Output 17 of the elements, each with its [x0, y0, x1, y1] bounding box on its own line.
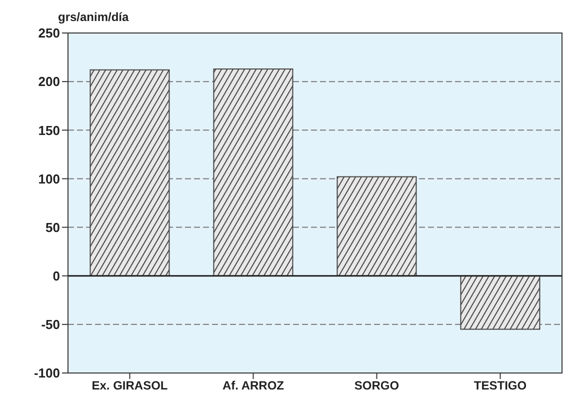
y-tick-label: 200: [38, 74, 60, 90]
y-tick-label: 0: [52, 268, 60, 284]
bar: [460, 275, 540, 330]
x-tick-label: SORGO: [354, 378, 400, 393]
bar: [336, 176, 417, 276]
x-tick-label: TESTIGO: [474, 378, 527, 393]
y-tick-label: 150: [38, 122, 60, 138]
y-tick-label: 100: [38, 171, 60, 186]
bar: [213, 68, 294, 276]
y-tick-label: -100: [34, 366, 60, 381]
y-tick-label: 250: [38, 26, 60, 41]
y-tick-label: 50: [46, 220, 60, 235]
y-axis-title: grs/anim/día: [58, 10, 129, 24]
y-tick-label: -50: [41, 317, 60, 332]
bar: [90, 69, 170, 276]
x-tick-label: Ex. GIRASOL: [92, 378, 168, 393]
x-tick-label: Af. ARROZ: [222, 378, 284, 393]
